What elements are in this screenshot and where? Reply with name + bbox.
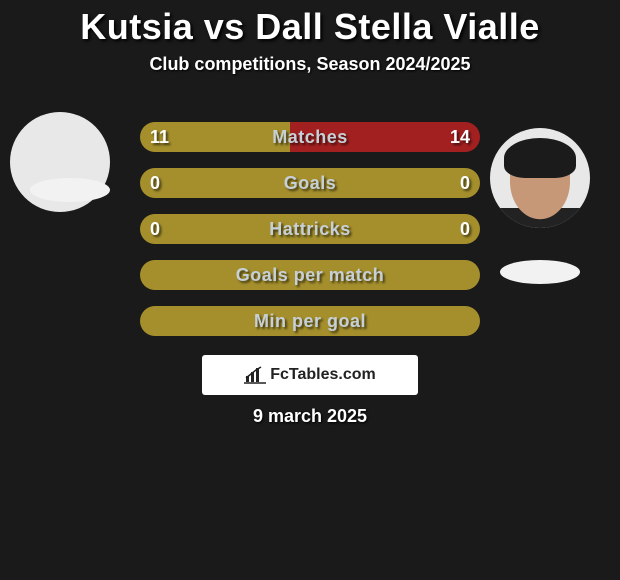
player-right-team-badge <box>500 260 580 284</box>
stat-row: Hattricks0 0 <box>140 214 480 244</box>
stat-label: Min per goal <box>140 306 480 336</box>
stat-value-left: 0 <box>150 168 160 198</box>
stat-row: Goals per match <box>140 260 480 290</box>
stat-value-right: 0 <box>460 168 470 198</box>
stat-label: Matches <box>140 122 480 152</box>
stat-row: Min per goal <box>140 306 480 336</box>
avatar-hair <box>504 138 576 178</box>
source-logo-text: FcTables.com <box>270 366 376 384</box>
stat-label: Goals <box>140 168 480 198</box>
comparison-infographic: Kutsia vs Dall Stella Vialle Club compet… <box>0 0 620 580</box>
source-logo: FcTables.com <box>202 355 418 395</box>
stat-value-left: 11 <box>150 122 169 152</box>
stat-row: Matches11 14 <box>140 122 480 152</box>
page-subtitle: Club competitions, Season 2024/2025 <box>0 54 620 75</box>
player-right-avatar <box>490 128 590 228</box>
stat-label: Hattricks <box>140 214 480 244</box>
stat-row: Goals0 0 <box>140 168 480 198</box>
stat-label: Goals per match <box>140 260 480 290</box>
comparison-date: 9 march 2025 <box>0 406 620 427</box>
stat-value-right: 14 <box>450 122 470 152</box>
stat-bars: Matches1114Goals00Hattricks00Goals per m… <box>140 122 480 352</box>
page-title: Kutsia vs Dall Stella Vialle <box>0 0 620 48</box>
stat-value-left: 0 <box>150 214 160 244</box>
player-left-team-badge <box>30 178 110 202</box>
bar-chart-icon <box>244 366 266 384</box>
stat-value-right: 0 <box>460 214 470 244</box>
